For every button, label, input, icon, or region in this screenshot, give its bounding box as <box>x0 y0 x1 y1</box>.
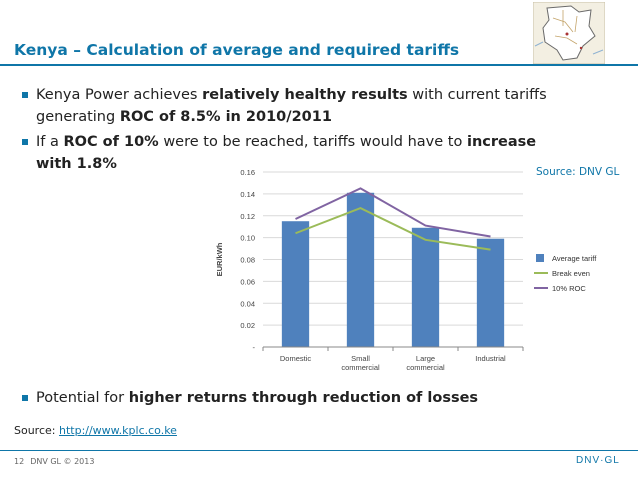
source-label: Source: <box>14 424 59 437</box>
bullet-emphasis: relatively healthy results <box>202 87 408 103</box>
y-tick-label: 0.06 <box>240 277 255 286</box>
bullet-square-icon <box>22 92 28 98</box>
bar-average-tariff <box>346 192 375 347</box>
bullet-text-line1: If a ROC of 10% were to be reached, tari… <box>36 131 536 153</box>
x-axis-labels: Domestic SmallcommercialLargecommercialIn… <box>280 354 506 372</box>
bullet-square-icon <box>22 139 28 145</box>
bullet-text: were to be reached, tariffs would have t… <box>158 134 467 150</box>
y-tick-label: 0.04 <box>240 299 255 308</box>
page-title: Kenya – Calculation of average and requi… <box>14 41 460 59</box>
bullet-emphasis: increase <box>466 134 537 150</box>
y-tick-label: 0.16 <box>240 168 255 177</box>
bullet-text: Potential for <box>36 390 129 406</box>
y-axis-label: EUR/kWh <box>215 242 224 276</box>
footer-divider <box>0 450 638 451</box>
x-tick-label: commercial <box>406 363 445 372</box>
y-tick-label: 0.02 <box>240 321 255 330</box>
y-tick-label: 0.12 <box>240 212 255 221</box>
x-tick-label: Large <box>416 354 435 363</box>
x-tick-label: Industrial <box>475 354 506 363</box>
kenya-map-icon <box>533 2 605 64</box>
dnv-gl-logo: DNV·GL <box>576 455 620 466</box>
bar-average-tariff <box>281 221 310 347</box>
bullet-emphasis: ROC of 10% <box>63 134 159 150</box>
chart-source: Source: DNV GL <box>536 166 620 178</box>
bullet-text: Kenya Power achieves <box>36 87 203 103</box>
footer-copyright: DNV GL © 2013 <box>30 457 95 466</box>
line-break-even <box>295 207 491 251</box>
y-tick-label: 0.10 <box>240 234 255 243</box>
legend-break-even-label: Break even <box>552 269 590 278</box>
series-lines <box>295 187 491 251</box>
x-tick-label: commercial <box>341 363 380 372</box>
bullet-text: generating <box>36 109 120 125</box>
bullet-emphasis: higher returns through reduction of loss… <box>128 390 479 406</box>
bar-average-tariff <box>476 238 505 347</box>
bullet-square-icon <box>22 395 28 401</box>
chart-axis <box>262 346 524 351</box>
page-number: 12 <box>14 457 25 466</box>
legend-average-tariff-label: Average tariff <box>552 254 597 263</box>
footer-info: 12 DNV GL © 2013 <box>14 457 100 466</box>
x-tick-label: Small <box>351 354 370 363</box>
line-10-roc <box>295 187 491 238</box>
bullet-emphasis: with 1.8% <box>36 156 117 172</box>
legend-10-roc-label: 10% ROC <box>552 284 586 293</box>
chart-legend: Average tariff Break even 10% ROC <box>534 254 597 293</box>
y-tick-label: - <box>253 343 256 352</box>
bullet-text-line1: Kenya Power achieves relatively healthy … <box>36 84 547 106</box>
bars-average-tariff <box>281 192 505 347</box>
bullet-text: If a <box>36 134 64 150</box>
y-tick-label: 0.08 <box>240 256 255 265</box>
legend-average-tariff-swatch <box>536 254 544 262</box>
source-note: Source: http://www.kplc.co.ke <box>14 424 177 437</box>
bar-average-tariff <box>411 227 440 347</box>
bullet-text-line2: generating ROC of 8.5% in 2010/2011 <box>36 106 332 128</box>
y-tick-label: 0.14 <box>240 190 255 199</box>
tariff-chart: - 0.02 0.04 0.06 0.08 0.10 0.12 0.14 0.16 Domest… <box>215 168 597 372</box>
bullet-text-line2: with 1.8% <box>36 153 117 175</box>
title-divider <box>0 64 638 66</box>
x-tick-label: Domestic <box>280 354 312 363</box>
y-axis-ticks: - 0.02 0.04 0.06 0.08 0.10 0.12 0.14 0.16 <box>240 168 255 352</box>
bullet-text: with current tariffs <box>407 87 547 103</box>
bullet-text-line1: Potential for higher returns through red… <box>36 387 478 409</box>
bullet-emphasis: ROC of 8.5% in 2010/2011 <box>119 109 332 125</box>
source-link[interactable]: http://www.kplc.co.ke <box>58 424 177 437</box>
